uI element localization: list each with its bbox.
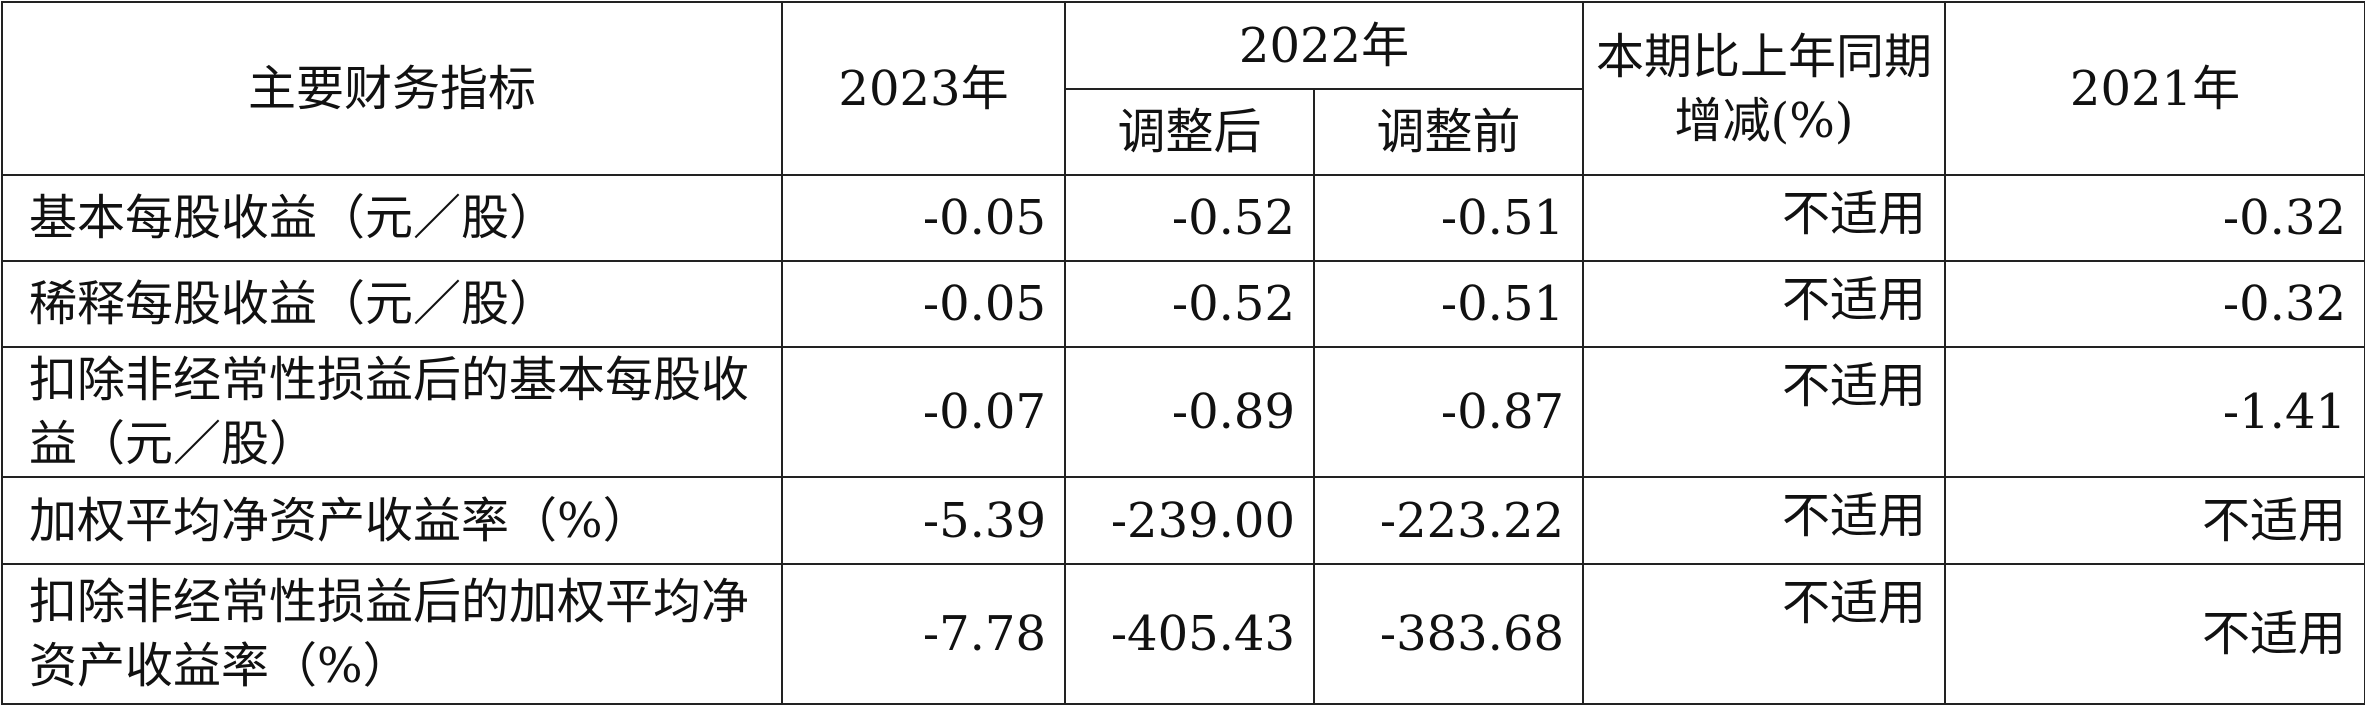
row-label: 基本每股收益（元／股） <box>1 174 783 262</box>
value-cell: -1.41 <box>1944 346 2365 478</box>
value-cell: -405.43 <box>1064 563 1315 705</box>
value-cell: -0.51 <box>1312 260 1585 348</box>
value-cell: -0.05 <box>781 260 1066 348</box>
value-cell: -239.00 <box>1064 476 1315 565</box>
value-cell: -5.39 <box>781 476 1066 565</box>
value-cell: -0.51 <box>1312 174 1585 262</box>
value-cell: -0.89 <box>1064 346 1315 478</box>
table-row: 加权平均净资产收益率（%） -5.39 -239.00 -223.22 不适用 不适用 <box>1 476 2365 565</box>
header-cell: 主要财务指标 <box>1 1 783 176</box>
value-cell: -0.05 <box>781 174 1066 262</box>
value-cell: -0.32 <box>1944 174 2365 262</box>
table-row: 扣除非经常性损益后的加权平均净资产收益率（%） -7.78 -405.43 -383.… <box>1 563 2365 705</box>
table-row: 扣除非经常性损益后的基本每股收益（元／股） -0.07 -0.89 -0.87 不适用 -… <box>1 346 2365 478</box>
value-cell: -0.52 <box>1064 260 1315 348</box>
value-cell: -0.32 <box>1944 260 2365 348</box>
value-cell: 不适用 <box>1582 174 1947 262</box>
header-cell: 本期比上年同期增减(%) <box>1582 1 1947 176</box>
row-label: 扣除非经常性损益后的加权平均净资产收益率（%） <box>1 563 783 705</box>
value-cell: 不适用 <box>1582 346 1947 478</box>
value-cell: -223.22 <box>1312 476 1585 565</box>
value-cell: -0.87 <box>1312 346 1585 478</box>
value-cell: 不适用 <box>1582 260 1947 348</box>
value-cell: 不适用 <box>1582 476 1947 565</box>
value-cell: 不适用 <box>1582 563 1947 705</box>
value-cell: -0.52 <box>1064 174 1315 262</box>
row-label: 稀释每股收益（元／股） <box>1 260 783 348</box>
value-cell: 不适用 <box>1944 563 2365 705</box>
row-label: 扣除非经常性损益后的基本每股收益（元／股） <box>1 346 783 478</box>
header-cell: 调整后 <box>1064 88 1315 176</box>
header-cell: 2022年 <box>1063 1 1585 90</box>
value-cell: -383.68 <box>1312 563 1585 705</box>
value-cell: -7.78 <box>781 563 1066 705</box>
value-cell: -0.07 <box>781 346 1066 478</box>
header-cell: 2021年 <box>1944 1 2365 176</box>
row-label: 加权平均净资产收益率（%） <box>1 476 783 565</box>
value-cell: 不适用 <box>1944 476 2365 565</box>
table-row: 稀释每股收益（元／股） -0.05 -0.52 -0.51 不适用 -0.32 <box>1 260 2365 348</box>
header-cell: 调整前 <box>1312 88 1585 176</box>
header-cell: 2023年 <box>781 1 1066 176</box>
table-row: 基本每股收益（元／股） -0.05 -0.52 -0.51 不适用 -0.32 <box>1 174 2365 262</box>
table-body: 基本每股收益（元／股） -0.05 -0.52 -0.51 不适用 -0.32 稀释每股收益… <box>1 174 2365 705</box>
